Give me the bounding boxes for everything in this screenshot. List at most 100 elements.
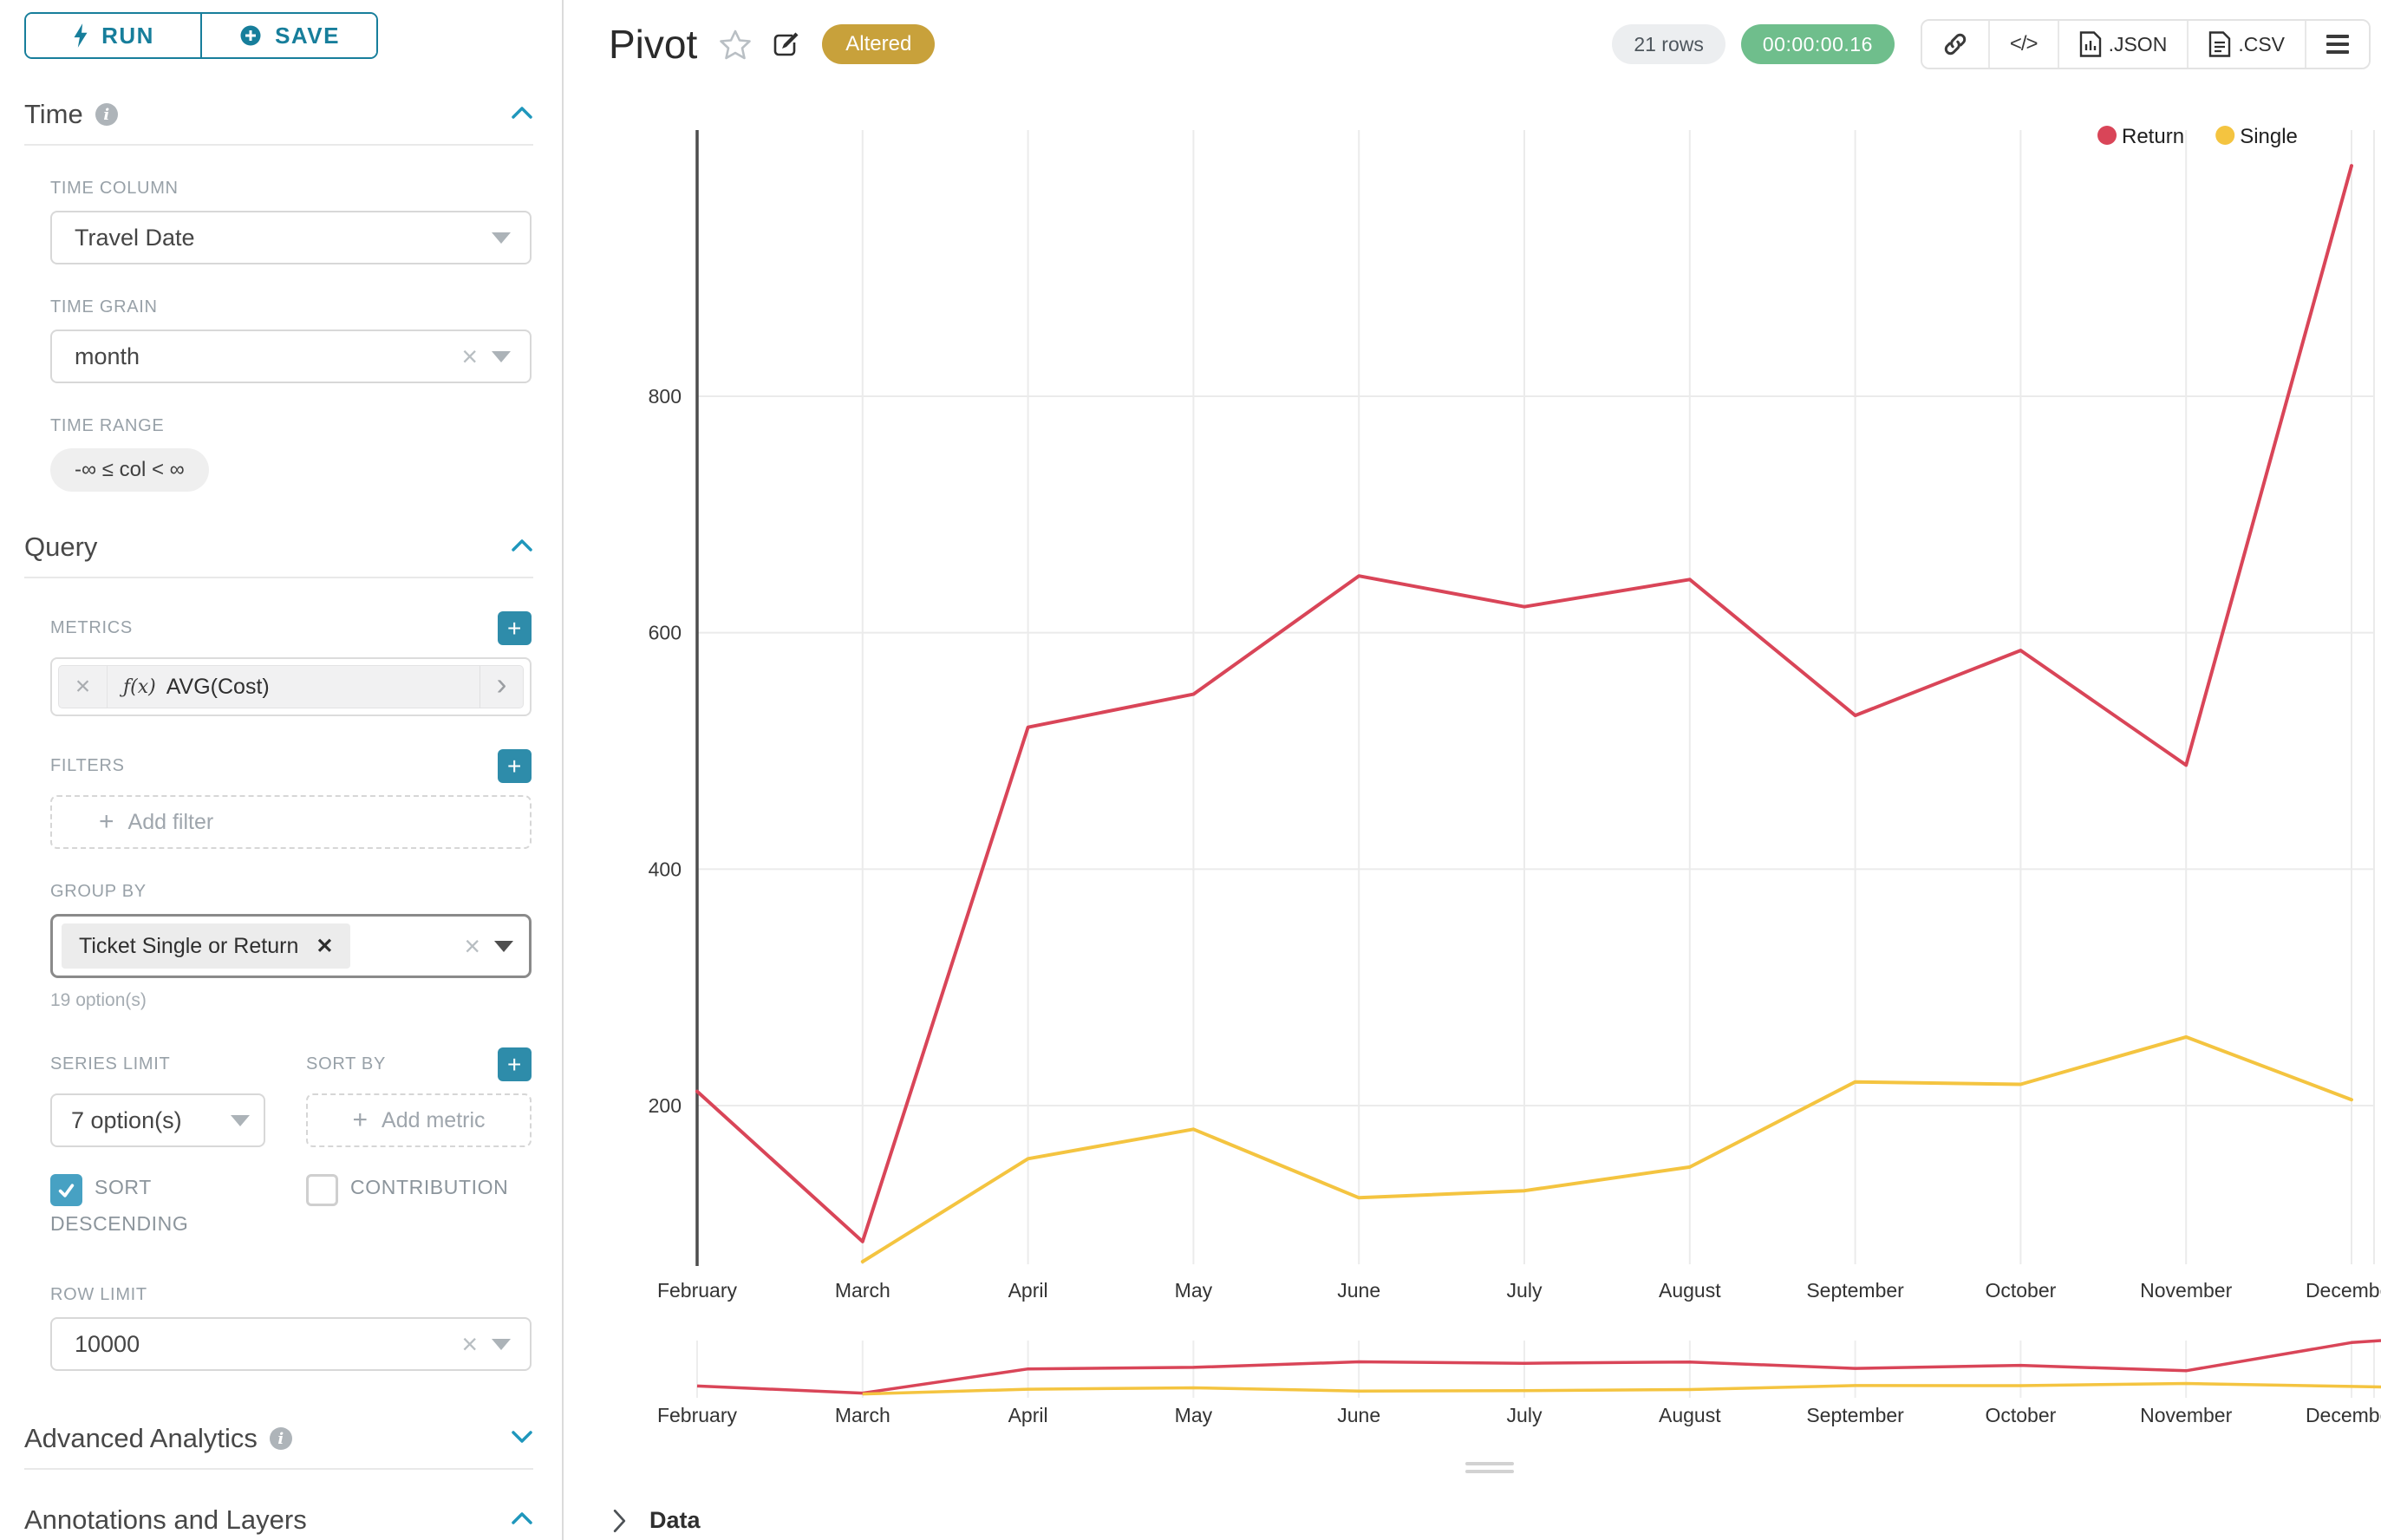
edit-pencil-icon bbox=[773, 32, 799, 56]
series-limit-value: 7 option(s) bbox=[71, 1106, 182, 1133]
series-limit-label: SERIES LIMIT bbox=[50, 1054, 171, 1073]
options-hint: 19 option(s) bbox=[50, 990, 147, 1010]
series-line-single[interactable] bbox=[860, 1034, 2353, 1263]
clear-icon[interactable]: × bbox=[461, 341, 478, 372]
minimap-tick-label: December bbox=[2306, 1404, 2381, 1426]
time-grain-value: month bbox=[75, 343, 140, 369]
contribution-label: CONTRIBUTION bbox=[350, 1176, 509, 1198]
remove-metric-icon[interactable]: × bbox=[59, 666, 108, 708]
chart-title: Pivot bbox=[609, 22, 698, 67]
time-column-value: Travel Date bbox=[75, 224, 195, 251]
metric-pill[interactable]: × ƒ(x) AVG(Cost) › bbox=[58, 665, 524, 708]
altered-badge[interactable]: Altered bbox=[822, 24, 936, 64]
add-metric-button[interactable]: + bbox=[498, 611, 532, 645]
row-limit-value: 10000 bbox=[75, 1330, 140, 1357]
add-sort-metric-dropzone[interactable]: + Add metric bbox=[306, 1093, 532, 1147]
export-json-button[interactable]: .JSON bbox=[2057, 21, 2188, 68]
minimap-line-single[interactable] bbox=[862, 1381, 2381, 1396]
star-icon bbox=[720, 29, 752, 60]
x-axis-tick-label: November bbox=[2140, 1279, 2232, 1302]
favorite-button[interactable] bbox=[720, 29, 752, 60]
add-sort-metric-button[interactable]: + bbox=[498, 1047, 532, 1081]
row-count-pill: 21 rows bbox=[1612, 24, 1725, 64]
time-grain-select[interactable]: month × bbox=[50, 330, 532, 383]
plus-icon: + bbox=[99, 807, 114, 836]
collapse-section-button[interactable] bbox=[511, 105, 533, 125]
advanced-analytics-title: Advanced Analytics bbox=[24, 1423, 258, 1454]
menu-icon bbox=[2326, 35, 2349, 54]
x-axis-tick-label: October bbox=[1985, 1279, 2056, 1302]
clear-icon[interactable]: × bbox=[464, 930, 480, 962]
y-axis-tick-label: 400 bbox=[649, 858, 682, 880]
time-section-title: Time bbox=[24, 99, 83, 129]
row-limit-select[interactable]: 10000 × bbox=[50, 1317, 532, 1372]
chevron-right-icon bbox=[613, 1509, 626, 1532]
expand-metric-icon[interactable]: › bbox=[479, 666, 523, 708]
resize-handle[interactable] bbox=[1465, 1462, 1514, 1473]
line-chart-canvas[interactable]: 200 400 600 800 February March April May June Jul… bbox=[564, 0, 2381, 1540]
time-column-select[interactable]: Travel Date bbox=[50, 211, 532, 264]
control-panel: RUN SAVE Time i bbox=[0, 0, 564, 1540]
minimap-tick-label: March bbox=[835, 1404, 890, 1426]
query-section-title: Query bbox=[24, 532, 98, 562]
copy-link-button[interactable] bbox=[1921, 21, 1988, 68]
x-axis-tick-label: April bbox=[1008, 1279, 1048, 1302]
group-by-label: GROUP BY bbox=[50, 882, 147, 901]
checkbox-checked-icon[interactable] bbox=[50, 1174, 82, 1207]
remove-chip-icon[interactable]: ✕ bbox=[316, 934, 334, 958]
json-file-icon bbox=[2079, 31, 2101, 57]
metrics-label: METRICS bbox=[50, 618, 133, 637]
info-icon: i bbox=[269, 1427, 292, 1451]
run-label: RUN bbox=[101, 22, 154, 49]
legend-label-single[interactable]: Single bbox=[2240, 125, 2298, 148]
time-range-pill[interactable]: -∞ ≤ col < ∞ bbox=[50, 448, 209, 492]
data-section-toggle[interactable]: Data bbox=[612, 1507, 701, 1534]
sort-descending-option[interactable]: SORT DESCENDING bbox=[50, 1174, 188, 1235]
add-filter-button[interactable]: + bbox=[498, 749, 532, 783]
time-column-label: TIME COLUMN bbox=[50, 179, 179, 198]
run-button[interactable]: RUN bbox=[26, 14, 200, 57]
save-button[interactable]: SAVE bbox=[200, 14, 376, 57]
data-section-label: Data bbox=[649, 1507, 701, 1533]
csv-label: .CSV bbox=[2238, 32, 2285, 55]
add-metric-text: Add metric bbox=[382, 1107, 486, 1132]
minimap-tick-label: August bbox=[1659, 1404, 1721, 1426]
expand-section-button[interactable] bbox=[511, 1429, 533, 1449]
collapse-section-button[interactable] bbox=[511, 1511, 533, 1530]
x-axis-tick-label: March bbox=[835, 1279, 890, 1302]
y-axis-tick-label: 800 bbox=[649, 385, 682, 408]
more-options-button[interactable] bbox=[2305, 21, 2369, 68]
chevron-down-icon bbox=[494, 940, 513, 952]
sort-by-label: SORT BY bbox=[306, 1054, 387, 1073]
series-limit-select[interactable]: 7 option(s) bbox=[50, 1093, 266, 1147]
contribution-option[interactable]: CONTRIBUTION bbox=[306, 1174, 508, 1207]
minimap-tick-label: November bbox=[2140, 1404, 2232, 1426]
chevron-down-icon bbox=[512, 1431, 532, 1443]
clear-icon[interactable]: × bbox=[461, 1328, 478, 1361]
code-icon: </> bbox=[2009, 32, 2039, 55]
export-csv-button[interactable]: .CSV bbox=[2187, 21, 2305, 68]
minimap-tick-label: February bbox=[657, 1404, 738, 1426]
checkbox-unchecked-icon[interactable] bbox=[306, 1174, 339, 1207]
edit-title-button[interactable] bbox=[770, 29, 801, 60]
add-filter-dropzone[interactable]: + Add filter bbox=[50, 795, 532, 849]
time-grain-label: TIME GRAIN bbox=[50, 297, 158, 316]
embed-code-button[interactable]: </> bbox=[1987, 21, 2058, 68]
legend-label-return[interactable]: Return bbox=[2122, 125, 2184, 148]
export-button-group: </> .JSON bbox=[1920, 19, 2371, 69]
group-by-chip[interactable]: Ticket Single or Return ✕ bbox=[62, 923, 351, 969]
collapse-section-button[interactable] bbox=[511, 538, 533, 558]
series-line-return[interactable] bbox=[695, 164, 2353, 1243]
chart-panel: Pivot Altered 21 rows 00:00:00.16 bbox=[564, 0, 2381, 1540]
chevron-down-icon bbox=[492, 232, 511, 244]
chevron-down-icon bbox=[231, 1114, 251, 1126]
group-by-select[interactable]: Ticket Single or Return ✕ × bbox=[50, 914, 532, 978]
minimap-tick-label: June bbox=[1337, 1404, 1380, 1426]
section-query: Query METRICS + × ƒ(x) AVG(Cost bbox=[24, 532, 533, 1372]
chevron-down-icon bbox=[492, 1338, 511, 1350]
minimap-tick-label: July bbox=[1507, 1404, 1543, 1426]
minimap-line-return[interactable] bbox=[696, 1339, 2381, 1395]
section-advanced-analytics: Advanced Analytics i bbox=[24, 1423, 533, 1471]
section-annotations: Annotations and Layers bbox=[24, 1504, 533, 1540]
minimap-tick-label: April bbox=[1008, 1404, 1048, 1426]
